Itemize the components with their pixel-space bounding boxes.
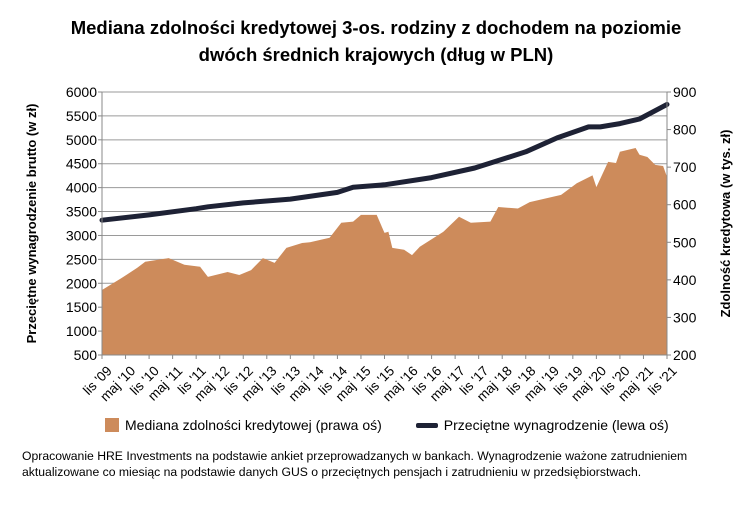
left-tick-label: 3000: [66, 227, 97, 243]
left-tick-label: 5000: [66, 132, 97, 148]
chart-title-line-1: Mediana zdolności kredytowej 3-os. rodzi…: [70, 17, 682, 38]
right-tick-label: 400: [673, 272, 697, 288]
left-tick-label: 1000: [66, 323, 97, 339]
right-tick-label: 800: [673, 122, 697, 138]
left-tick-label: 4000: [66, 180, 97, 196]
legend-swatch-line: [415, 422, 438, 428]
right-tick-label: 300: [673, 309, 697, 325]
left-tick-label: 2000: [66, 275, 97, 291]
legend-label-area: Mediana zdolności kredytowej (prawa oś): [125, 417, 382, 433]
legend-label-line: Przeciętne wynagrodzenie (lewa oś): [443, 417, 669, 433]
chart-title-line-2: dwóch średnich krajowych (dług w PLN): [198, 44, 554, 65]
right-tick-label: 500: [673, 234, 697, 250]
left-tick-label: 3500: [66, 204, 97, 220]
right-tick-label: 600: [673, 197, 697, 213]
right-axis-title: Zdolność kredytowa (w tys. zł): [718, 130, 733, 318]
left-tick-label: 5500: [66, 108, 97, 124]
footnote: Opracowanie HRE Investments na podstawie…: [22, 449, 688, 479]
left-tick-label: 500: [74, 347, 98, 363]
left-axis-title: Przeciętne wynagrodzenie brutto (w zł): [24, 104, 39, 344]
line-series-wynagrodzenie: [99, 101, 670, 223]
left-tick-label: 2500: [66, 251, 97, 267]
area-series-zdolnosc: [102, 148, 667, 355]
legend-swatch-area: [105, 418, 119, 432]
legend: Mediana zdolności kredytowej (prawa oś) …: [105, 417, 669, 433]
right-tick-label: 200: [673, 347, 697, 363]
left-tick-label: 1500: [66, 299, 97, 315]
left-tick-label: 6000: [66, 84, 97, 100]
chart-title: Mediana zdolności kredytowej 3-os. rodzi…: [0, 14, 752, 68]
right-tick-label: 900: [673, 84, 697, 100]
left-tick-label: 4500: [66, 156, 97, 172]
right-tick-label: 700: [673, 159, 697, 175]
